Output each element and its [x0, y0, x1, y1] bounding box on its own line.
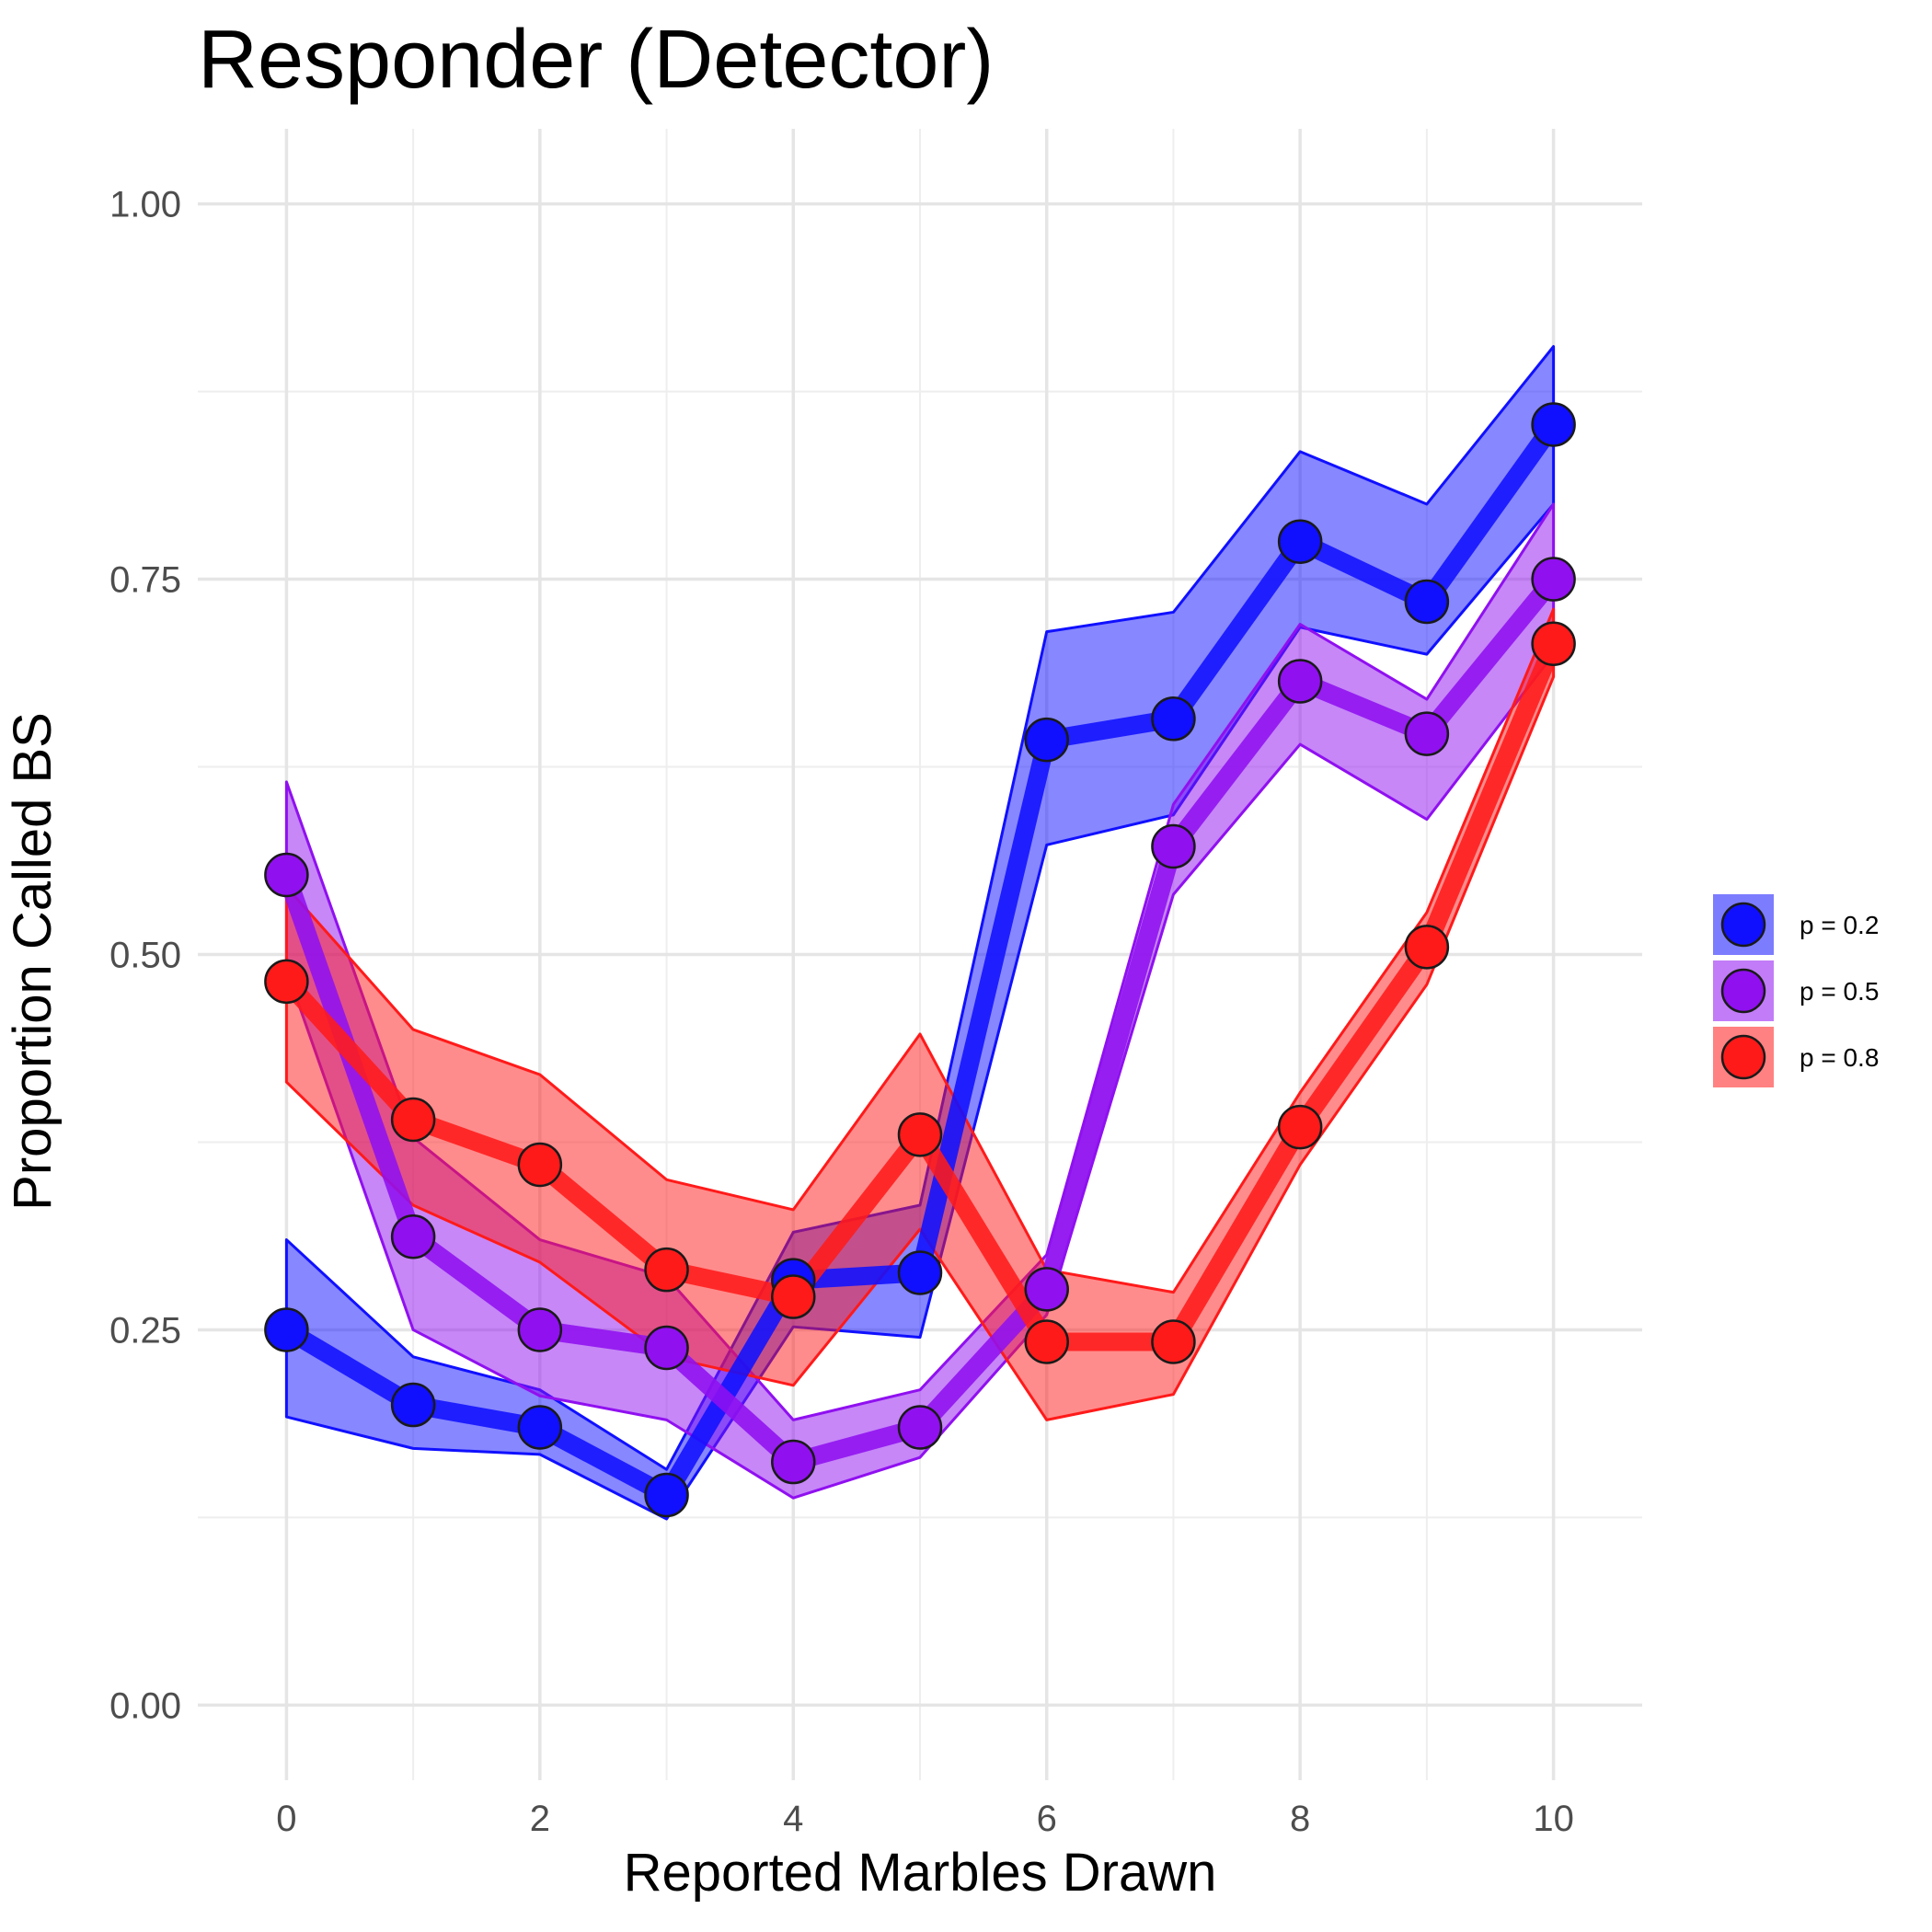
- data-point: [771, 1439, 816, 1485]
- x-tick-label: 0: [276, 1799, 296, 1839]
- data-point: [1024, 717, 1069, 763]
- data-point: [644, 1472, 689, 1518]
- x-tick-label: 4: [783, 1799, 803, 1839]
- legend-marker: [1720, 968, 1766, 1014]
- y-tick-label: 0.25: [109, 1310, 181, 1351]
- x-axis-label: Reported Marbles Drawn: [624, 1843, 1217, 1903]
- y-tick-label: 0.75: [109, 560, 181, 601]
- data-point: [1024, 1319, 1069, 1364]
- axes: 0.00 0.25 0.50 0.75 1.00 0 2 4 6 8 10: [109, 185, 1574, 1839]
- data-point: [1531, 557, 1576, 602]
- data-point: [897, 1405, 943, 1450]
- y-tick-label: 0.00: [109, 1685, 181, 1726]
- x-tick-label: 2: [530, 1799, 550, 1839]
- data-point: [1151, 1319, 1196, 1364]
- data-point: [264, 852, 309, 898]
- data-point: [1151, 696, 1196, 742]
- data-point: [897, 1250, 943, 1295]
- data-point: [390, 1382, 436, 1428]
- data-point: [1277, 1104, 1323, 1150]
- y-tick-label: 1.00: [109, 185, 181, 225]
- data-point: [1404, 711, 1450, 756]
- legend: p = 0.2 p = 0.5 p = 0.8: [1713, 894, 1879, 1087]
- data-point: [1277, 659, 1323, 704]
- legend-marker: [1720, 1034, 1766, 1080]
- data-point: [1404, 925, 1450, 970]
- data-point: [517, 1142, 563, 1188]
- data-point: [644, 1247, 689, 1293]
- legend-label: p = 0.8: [1800, 1043, 1879, 1072]
- series-points: [264, 402, 1576, 1518]
- x-tick-label: 10: [1533, 1799, 1574, 1839]
- data-point: [390, 1097, 436, 1143]
- data-point: [1404, 579, 1450, 625]
- data-point: [390, 1214, 436, 1259]
- data-point: [517, 1405, 563, 1450]
- data-point: [644, 1325, 689, 1371]
- data-point: [1277, 519, 1323, 564]
- legend-label: p = 0.2: [1800, 911, 1879, 939]
- y-tick-label: 0.50: [109, 936, 181, 976]
- x-tick-label: 8: [1290, 1799, 1310, 1839]
- data-point: [771, 1274, 816, 1319]
- data-point: [1024, 1267, 1069, 1312]
- data-point: [517, 1307, 563, 1352]
- data-point: [1531, 402, 1576, 447]
- y-axis-label: Proportion Called BS: [3, 712, 63, 1211]
- data-point: [264, 1307, 309, 1352]
- x-tick-label: 6: [1037, 1799, 1057, 1839]
- chart-title: Responder (Detector): [198, 14, 994, 106]
- legend-marker: [1720, 902, 1766, 948]
- data-point: [264, 959, 309, 1005]
- data-point: [897, 1112, 943, 1157]
- legend-label: p = 0.5: [1800, 977, 1879, 1006]
- data-point: [1151, 823, 1196, 869]
- data-point: [1531, 621, 1576, 666]
